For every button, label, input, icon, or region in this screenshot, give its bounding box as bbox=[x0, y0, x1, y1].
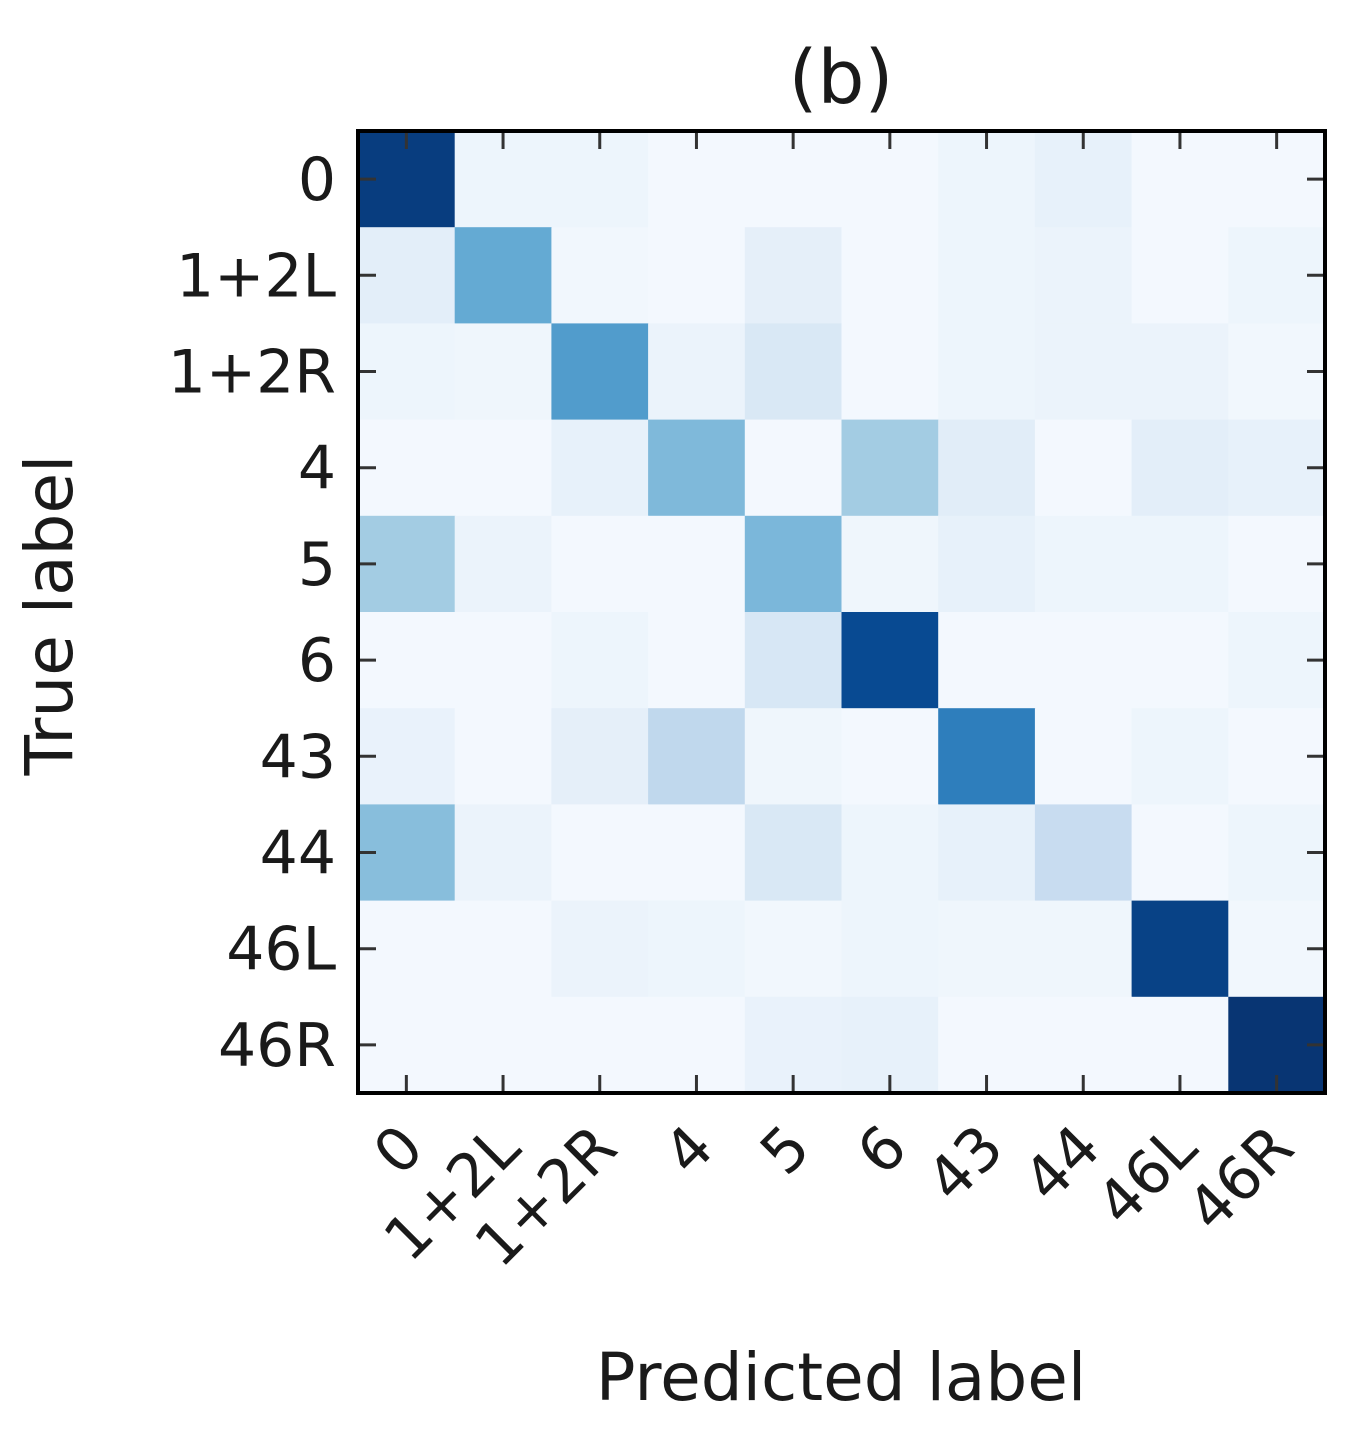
heatmap-cell-1+2R-1+2L bbox=[454, 323, 552, 421]
heatmap-cell-44-4 bbox=[648, 804, 746, 902]
y-tick-label: 1+2L bbox=[176, 241, 337, 311]
heatmap-cell-46L-1+2R bbox=[551, 900, 649, 998]
heatmap-cell-1+2L-5 bbox=[744, 227, 843, 324]
heatmap-cell-5-46L bbox=[1131, 515, 1229, 613]
heatmap-cell-4-5 bbox=[744, 419, 843, 517]
heatmap-cell-43-43 bbox=[938, 708, 1036, 805]
heatmap-cell-44-1+2L bbox=[454, 804, 552, 902]
heatmap-cell-43-1+2L bbox=[454, 708, 552, 805]
y-tick-label: 43 bbox=[260, 722, 336, 792]
x-tick-label: 4 bbox=[651, 1112, 728, 1189]
heatmap-cells bbox=[358, 131, 1326, 1094]
heatmap-cell-1+2R-4 bbox=[648, 323, 746, 421]
heatmap-cell-5-6 bbox=[841, 515, 939, 613]
x-tick-label: 43 bbox=[914, 1112, 1017, 1215]
heatmap-cell-1+2L-1+2R bbox=[551, 227, 649, 324]
heatmap-cell-6-1+2L bbox=[454, 612, 552, 709]
heatmap-cell-46L-1+2L bbox=[454, 900, 552, 998]
heatmap-cell-43-44 bbox=[1034, 708, 1133, 805]
heatmap-cell-4-1+2L bbox=[454, 419, 552, 517]
heatmap-cell-5-44 bbox=[1034, 515, 1133, 613]
heatmap-cell-46L-43 bbox=[938, 900, 1036, 998]
y-axis-label: True label bbox=[11, 455, 88, 777]
heatmap-cell-4-6 bbox=[841, 419, 939, 517]
y-tick-label: 6 bbox=[298, 626, 336, 696]
heatmap-cell-6-5 bbox=[744, 612, 843, 709]
heatmap-cell-5-5 bbox=[744, 515, 843, 613]
x-tick-label: 46R bbox=[1174, 1112, 1307, 1245]
heatmap-cell-5-1+2R bbox=[551, 515, 649, 613]
heatmap-cell-4-43 bbox=[938, 419, 1036, 517]
x-tick-label: 6 bbox=[844, 1112, 921, 1189]
heatmap-cell-1+2R-1+2R bbox=[551, 323, 649, 421]
heatmap-cell-44-5 bbox=[744, 804, 843, 902]
heatmap-cell-1+2R-46L bbox=[1131, 323, 1229, 421]
heatmap-cell-6-1+2R bbox=[551, 612, 649, 709]
heatmap-cell-44-44 bbox=[1034, 804, 1133, 902]
heatmap-cell-4-46L bbox=[1131, 419, 1229, 517]
tick-marks bbox=[358, 131, 1325, 1093]
heatmap-cell-46L-44 bbox=[1034, 900, 1133, 998]
heatmap-cell-44-1+2R bbox=[551, 804, 649, 902]
heatmap-cell-1+2L-44 bbox=[1034, 227, 1133, 324]
heatmap-cell-43-5 bbox=[744, 708, 843, 805]
heatmap-cell-44-46L bbox=[1131, 804, 1229, 902]
y-tick-label: 4 bbox=[298, 434, 336, 504]
heatmap-cell-5-4 bbox=[648, 515, 746, 613]
heatmap-cell-1+2R-6 bbox=[841, 323, 939, 421]
heatmap-cell-4-4 bbox=[648, 419, 746, 517]
x-tick-label: 5 bbox=[747, 1112, 824, 1189]
y-tick-label: 46L bbox=[226, 915, 336, 985]
y-tick-label: 0 bbox=[298, 145, 336, 215]
y-tick-label: 5 bbox=[298, 530, 336, 600]
heatmap-cell-46L-4 bbox=[648, 900, 746, 998]
heatmap-cell-6-46L bbox=[1131, 612, 1229, 709]
heatmap-cell-6-4 bbox=[648, 612, 746, 709]
heatmap-cell-1+2R-5 bbox=[744, 323, 843, 421]
heatmap-cell-46L-5 bbox=[744, 900, 843, 998]
x-axis-label: Predicted label bbox=[596, 1339, 1086, 1416]
plot-frame bbox=[356, 129, 1327, 1095]
heatmap-cell-6-6 bbox=[841, 612, 939, 709]
heatmap-cell-1+2R-43 bbox=[938, 323, 1036, 421]
y-tick-label: 44 bbox=[260, 819, 336, 889]
heatmap-cell-44-43 bbox=[938, 804, 1036, 902]
heatmap-cell-4-44 bbox=[1034, 419, 1133, 517]
heatmap-cell-46L-6 bbox=[841, 900, 939, 998]
heatmap-cell-5-43 bbox=[938, 515, 1036, 613]
heatmap-cell-44-6 bbox=[841, 804, 939, 902]
heatmap-cell-1+2L-6 bbox=[841, 227, 939, 324]
x-tick-label: 46L bbox=[1083, 1112, 1211, 1240]
heatmap-cell-43-4 bbox=[648, 708, 746, 805]
heatmap-cell-1+2R-44 bbox=[1034, 323, 1133, 421]
heatmap-cell-1+2L-4 bbox=[648, 227, 746, 324]
heatmap-cell-43-6 bbox=[841, 708, 939, 805]
y-tick-labels: 0 1+2L 1+2R 4 5 6 43 44 46L 46R bbox=[168, 145, 337, 1081]
chart-title: (b) bbox=[789, 35, 894, 121]
heatmap-cell-5-1+2L bbox=[454, 515, 552, 613]
heatmap-cell-46L-46L bbox=[1131, 900, 1229, 998]
heatmap-cell-1+2L-1+2L bbox=[454, 227, 552, 324]
heatmap-cell-4-1+2R bbox=[551, 419, 649, 517]
heatmap-cell-1+2L-43 bbox=[938, 227, 1036, 324]
y-tick-label: 46R bbox=[218, 1011, 336, 1081]
heatmap-cell-43-46L bbox=[1131, 708, 1229, 805]
heatmap-cell-6-43 bbox=[938, 612, 1036, 709]
heatmap-cell-43-1+2R bbox=[551, 708, 649, 805]
heatmap-cell-6-44 bbox=[1034, 612, 1133, 709]
heatmap-cell-1+2L-46L bbox=[1131, 227, 1229, 324]
y-tick-label: 1+2R bbox=[168, 338, 336, 408]
